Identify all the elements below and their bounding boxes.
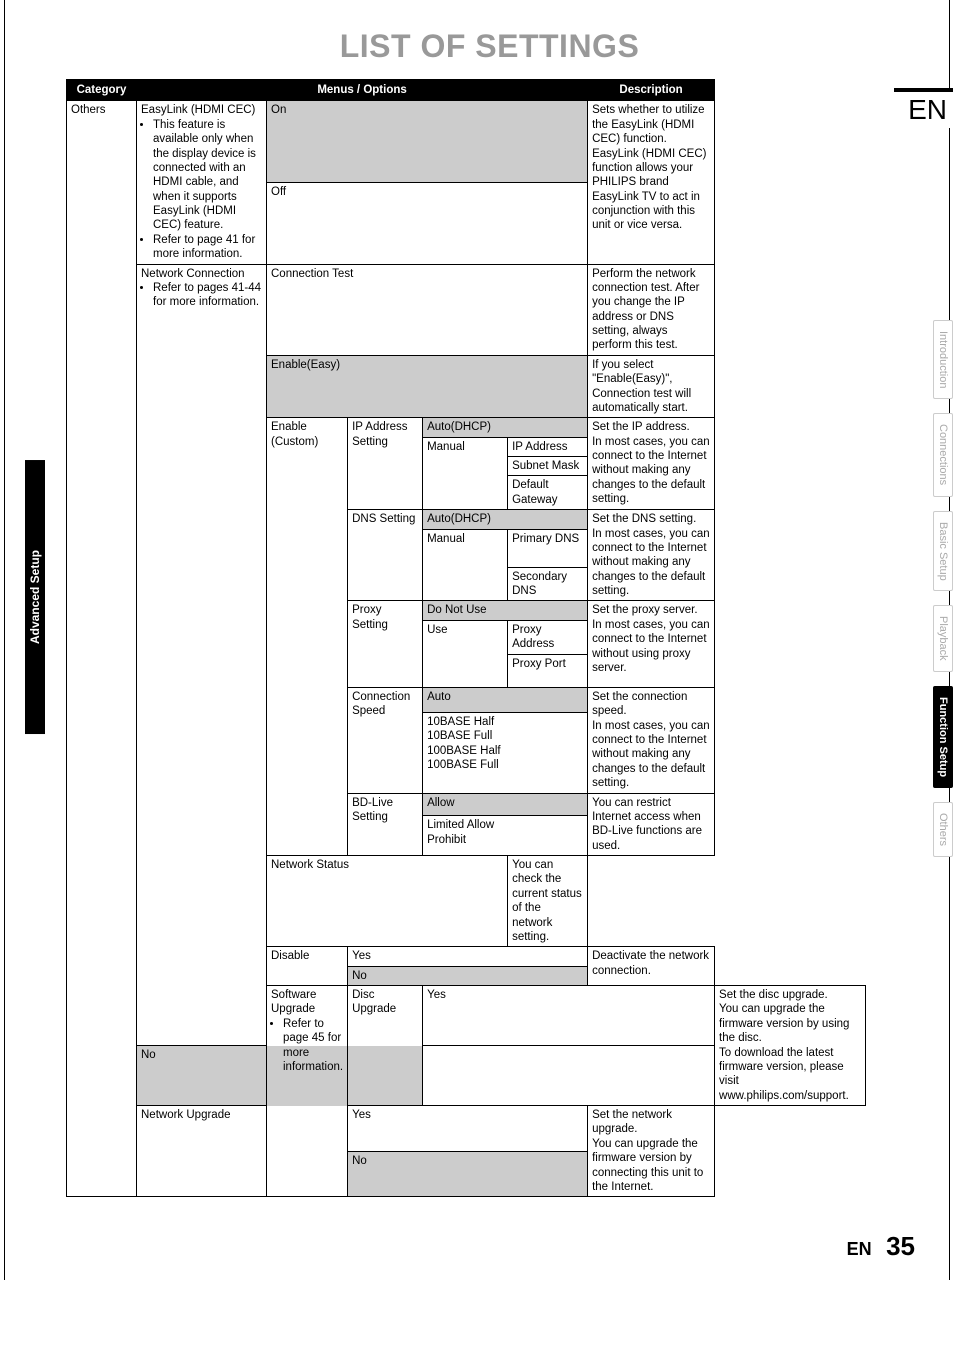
opt-speed-1: 10BASE Half — [427, 715, 583, 729]
opt-bdlive-prohibit: Prohibit — [427, 833, 583, 847]
desc-net-upgrade: Set the network upgrade. You can upgrade… — [588, 1106, 715, 1197]
opt-speed-auto: Auto — [423, 687, 588, 712]
opt-ip-manual: Manual — [423, 437, 508, 510]
opt-easylink-on: On — [267, 101, 588, 183]
opt-easylink-off: Off — [267, 182, 588, 264]
opt-disable-no: No — [348, 966, 588, 985]
opt-disc-no: No — [137, 1046, 423, 1106]
opt-disable-label: Disable — [267, 947, 348, 986]
footer-lang: EN — [847, 1239, 872, 1259]
page-title: LIST OF SETTINGS — [60, 28, 919, 65]
opt-speed-label: Connection Speed — [348, 687, 423, 793]
opt-dns-setting: DNS Setting — [348, 510, 423, 601]
page-container: LIST OF SETTINGS EN Advanced Setup Intro… — [4, 0, 950, 1280]
opt-disable-yes: Yes — [348, 947, 588, 966]
opt-ip-setting: IP Address Setting — [348, 418, 423, 510]
easylink-note1: This feature is available only when the … — [153, 118, 262, 233]
tab-basic-setup[interactable]: Basic Setup — [933, 511, 953, 592]
desc-proxy: Set the proxy server. In most cases, you… — [588, 601, 715, 688]
opt-proxy-use: Use — [423, 620, 508, 687]
desc-easylink: Sets whether to utilize the EasyLink (HD… — [588, 101, 715, 264]
tab-introduction[interactable]: Introduction — [933, 320, 953, 399]
opt-speed-2: 10BASE Full — [427, 729, 583, 743]
opt-ip-ipaddr: IP Address — [508, 437, 588, 456]
opt-dns-auto: Auto(DHCP) — [423, 510, 588, 529]
desc-bdlive: You can restrict Internet access when BD… — [588, 793, 715, 856]
right-nav-tabs: Introduction Connections Basic Setup Pla… — [933, 320, 953, 857]
language-badge: EN — [894, 88, 953, 128]
opt-enable-easy: Enable(Easy) — [267, 355, 588, 418]
desc-disc-upgrade: Set the disc upgrade. You can upgrade th… — [715, 986, 866, 1106]
opt-ip-subnet: Subnet Mask — [508, 457, 588, 476]
opt-net-upgrade: Network Upgrade — [137, 1106, 267, 1197]
tab-playback[interactable]: Playback — [933, 605, 953, 672]
opt-proxy-setting: Proxy Setting — [348, 601, 423, 688]
tab-others[interactable]: Others — [933, 802, 953, 857]
header-category: Category — [67, 80, 137, 101]
upgrade-label: Software Upgrade — [271, 989, 316, 1015]
tab-function-setup[interactable]: Function Setup — [933, 686, 953, 788]
opt-proxy-donot: Do Not Use — [423, 601, 588, 620]
opt-dns-secondary: Secondary DNS — [508, 567, 588, 601]
opt-bdlive-allow: Allow — [423, 793, 588, 816]
desc-speed: Set the connection speed. In most cases,… — [588, 687, 715, 793]
desc-dns: Set the DNS setting. In most cases, you … — [588, 510, 715, 601]
footer-page: 35 — [886, 1231, 915, 1261]
desc-disable: Deactivate the network connection. — [588, 947, 715, 986]
opt-bdlive-rest: Limited Allow Prohibit — [423, 816, 588, 856]
desc-conn-test: Perform the network connection test. Aft… — [588, 264, 715, 355]
opt-proxy-addr: Proxy Address — [508, 620, 588, 654]
opt-ip-auto: Auto(DHCP) — [423, 418, 588, 437]
opt-speed-4: 100BASE Full — [427, 758, 583, 772]
header-description: Description — [588, 80, 715, 101]
opt-net-no: No — [348, 1151, 588, 1197]
easylink-note2: Refer to page 41 for more information. — [153, 233, 262, 262]
opt-conn-test: Connection Test — [267, 264, 588, 355]
settings-table: Category Menus / Options Description Oth… — [66, 79, 866, 1197]
opt-speed-list: 10BASE Half 10BASE Full 100BASE Half 100… — [423, 712, 588, 793]
cell-easylink-name: EasyLink (HDMI CEC) This feature is avai… — [137, 101, 267, 264]
opt-bdlive-limited: Limited Allow — [427, 818, 583, 832]
page-footer: EN 35 — [847, 1231, 915, 1262]
opt-dns-primary: Primary DNS — [508, 529, 588, 567]
opt-speed-3: 100BASE Half — [427, 744, 583, 758]
desc-ip: Set the IP address. In most cases, you c… — [588, 418, 715, 510]
easylink-label: EasyLink (HDMI CEC) — [141, 104, 255, 116]
opt-bdlive-label: BD-Live Setting — [348, 793, 423, 856]
tab-connections[interactable]: Connections — [933, 413, 953, 496]
network-label: Network Connection — [141, 268, 245, 280]
opt-net-yes: Yes — [348, 1106, 588, 1152]
opt-proxy-port: Proxy Port — [508, 654, 588, 687]
opt-disc-yes: Yes — [423, 986, 715, 1046]
cell-category: Others — [67, 101, 137, 1197]
opt-enable-custom: Enable (Custom) — [267, 418, 348, 856]
side-section-label: Advanced Setup — [25, 460, 45, 734]
opt-ip-gateway: Default Gateway — [508, 476, 588, 510]
opt-dns-manual: Manual — [423, 529, 508, 601]
cell-network-name: Network Connection Refer to pages 41-44 … — [137, 264, 267, 1046]
desc-netstatus: You can check the current status of the … — [508, 856, 588, 947]
opt-netstatus: Network Status — [267, 856, 508, 947]
desc-enable-easy: If you select "Enable(Easy)", Connection… — [588, 355, 715, 418]
network-note: Refer to pages 41-44 for more informatio… — [153, 281, 262, 310]
header-menus: Menus / Options — [137, 80, 588, 101]
